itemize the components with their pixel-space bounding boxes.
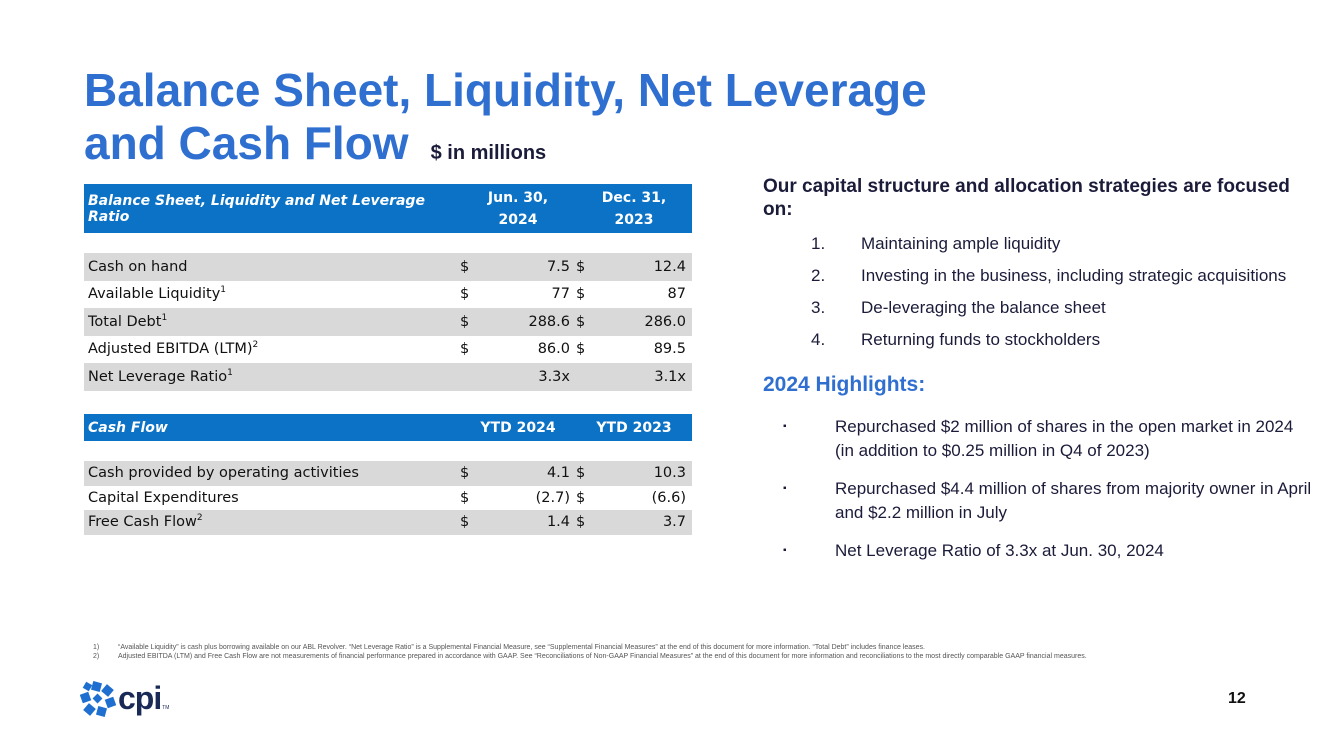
row-value-col2: $87 xyxy=(576,286,686,303)
table-row: Adjusted EBITDA (LTM)2 $86.0 $89.5 xyxy=(84,336,692,364)
logo-text: cpi xyxy=(118,680,162,716)
cashflow-header-col1: YTD 2024 xyxy=(480,419,556,436)
cashflow-header-col2: YTD 2023 xyxy=(596,419,672,436)
row-label: Total Debt1 xyxy=(88,312,168,330)
row-value-col2: $89.5 xyxy=(576,341,686,358)
row-value-col2: $ (6.6) xyxy=(576,489,686,506)
row-value-col1: $4.1 xyxy=(460,465,570,482)
bullet-icon: ▪ xyxy=(783,483,787,494)
table-row: Capital Expenditures $ (2.7) $ (6.6) xyxy=(84,486,692,511)
balance-sheet-table: Balance Sheet, Liquidity and Net Leverag… xyxy=(84,184,692,391)
list-item: ▪ Repurchased $2 million of shares in the… xyxy=(763,415,1313,463)
row-value-col1: $7.5 xyxy=(460,258,570,275)
balance-header-col1-line2: 2024 xyxy=(498,211,538,228)
row-value-col1: $77 xyxy=(460,286,570,303)
strategy-panel: Our capital structure and allocation str… xyxy=(763,175,1313,577)
company-logo: cpi TM xyxy=(80,680,169,717)
row-label: Cash provided by operating activities xyxy=(88,465,359,482)
list-item: 4. Returning funds to stockholders xyxy=(811,330,1101,349)
row-value-col2: $10.3 xyxy=(576,465,686,482)
row-value-col2: $12.4 xyxy=(576,258,686,275)
list-item: ▪ Net Leverage Ratio of 3.3x at Jun. 30, … xyxy=(763,539,1313,563)
table-row: Cash provided by operating activities $4… xyxy=(84,461,692,486)
balance-header-label: Balance Sheet, Liquidity and Net Leverag… xyxy=(88,192,425,225)
table-spacer xyxy=(84,233,692,253)
row-value-col2: 3.1x xyxy=(654,368,686,385)
strategy-intro: Our capital structure and allocation str… xyxy=(763,176,1290,220)
units-note: $ in millions xyxy=(430,142,547,164)
cash-flow-table: Cash Flow YTD 2024 YTD 2023 Cash provide… xyxy=(84,414,692,535)
balance-header-col2: Dec. 31, 2023 xyxy=(576,187,692,231)
title-line-2-text: and Cash Flow xyxy=(84,117,409,169)
balance-header-col1-line1: Jun. 30, xyxy=(487,189,549,206)
row-value-col2: $286.0 xyxy=(576,313,686,330)
bullet-icon: ▪ xyxy=(783,545,787,556)
row-value-col1: $1.4 xyxy=(460,514,570,531)
footnotes: 1) “Available Liquidity” is cash plus bor… xyxy=(93,643,1087,661)
row-value-col1: 3.3x xyxy=(538,368,570,385)
balance-header-col1: Jun. 30, 2024 xyxy=(460,187,576,231)
title-line-2: and Cash Flow $ in millions xyxy=(84,117,927,180)
table-row: Free Cash Flow2 $1.4 $3.7 xyxy=(84,510,692,535)
list-item: 1. Maintaining ample liquidity xyxy=(811,234,1061,253)
title-line-1: Balance Sheet, Liquidity, Net Leverage xyxy=(84,64,927,116)
highlights-title: 2024 Highlights: xyxy=(763,373,926,396)
balance-header-col2-line1: Dec. 31, xyxy=(601,189,667,206)
table-row: Available Liquidity1 $77 $87 xyxy=(84,281,692,309)
highlights-list: ▪ Repurchased $2 million of shares in the… xyxy=(763,415,1313,563)
balance-header-col2-line2: 2023 xyxy=(614,211,654,228)
cashflow-table-header: Cash Flow YTD 2024 YTD 2023 xyxy=(84,414,692,441)
bullet-icon: ▪ xyxy=(783,421,787,432)
strategy-list: 1. Maintaining ample liquidity 2. Investin… xyxy=(763,233,1313,351)
page-title: Balance Sheet, Liquidity, Net Leverage a… xyxy=(84,64,927,180)
footnote: 2) Adjusted EBITDA (LTM) and Free Cash Fl… xyxy=(93,653,1087,660)
row-label: Cash on hand xyxy=(88,258,188,275)
list-item: 3. De-leveraging the balance sheet xyxy=(811,298,1106,317)
footnote: 1) “Available Liquidity” is cash plus bor… xyxy=(93,644,925,651)
cashflow-header-label: Cash Flow xyxy=(88,419,168,436)
table-spacer xyxy=(84,441,692,461)
row-value-col1: $ (2.7) xyxy=(460,489,570,506)
row-label: Net Leverage Ratio1 xyxy=(88,367,233,385)
balance-table-header: Balance Sheet, Liquidity and Net Leverag… xyxy=(84,184,692,233)
row-label: Adjusted EBITDA (LTM)2 xyxy=(88,340,259,358)
page-number: 12 xyxy=(1228,690,1246,707)
row-value-col1: $86.0 xyxy=(460,341,570,358)
row-value-col2: $3.7 xyxy=(576,514,686,531)
table-row: Cash on hand $7.5 $12.4 xyxy=(84,253,692,281)
row-value-col1: $288.6 xyxy=(460,313,570,330)
row-label: Free Cash Flow2 xyxy=(88,513,203,531)
list-item: ▪ Repurchased $4.4 million of shares from… xyxy=(763,477,1313,525)
row-label: Available Liquidity1 xyxy=(88,285,227,303)
table-row: Total Debt1 $288.6 $286.0 xyxy=(84,308,692,336)
row-label: Capital Expenditures xyxy=(88,489,239,506)
table-row: Net Leverage Ratio1 3.3x 3.1x xyxy=(84,363,692,391)
cpi-pinwheel-icon xyxy=(80,680,116,717)
logo-trademark: TM xyxy=(162,704,170,711)
list-item: 2. Investing in the business, including s… xyxy=(811,266,1287,285)
